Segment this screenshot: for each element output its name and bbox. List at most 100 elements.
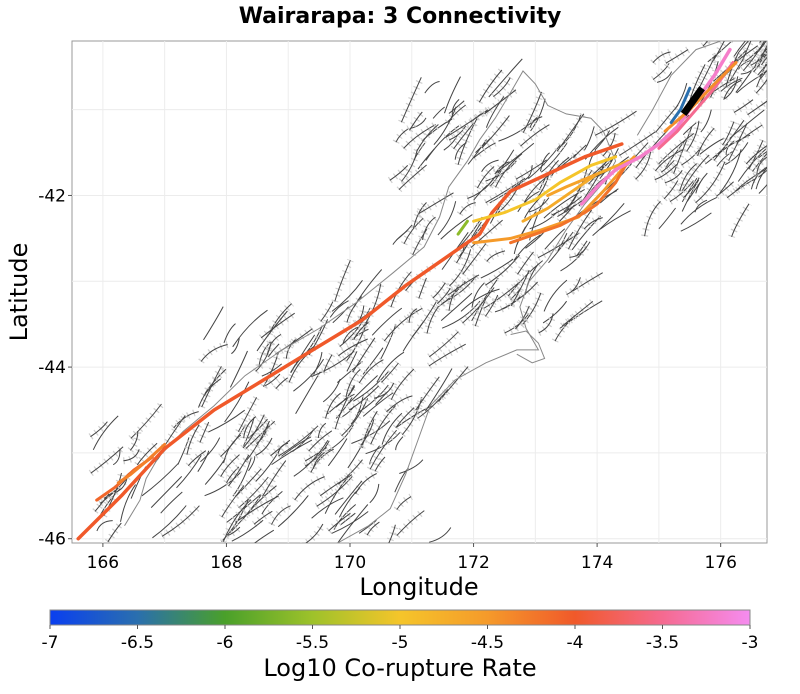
coastline-segment: [510, 330, 546, 364]
fault-trace: [351, 420, 391, 444]
fault-trace: [441, 300, 481, 329]
fault-trace: [374, 456, 386, 472]
fault-trace: [248, 456, 256, 472]
fault-trace: [594, 110, 637, 136]
fault-trace: [361, 410, 378, 449]
fault-trace: [665, 49, 689, 64]
fault-trace: [401, 396, 423, 436]
fault-trace: [594, 130, 611, 151]
target-fault-trace: [680, 86, 705, 116]
fault-trace: [369, 445, 380, 465]
fault-trace: [235, 495, 279, 523]
fault-trace: [186, 424, 200, 455]
fault-trace: [334, 260, 351, 302]
fault-trace: [481, 115, 510, 149]
fault-trace: [485, 177, 526, 204]
fault-trace: [498, 117, 538, 142]
fault-trace: [308, 430, 333, 452]
colorbar-tick-label: -5.5: [296, 633, 329, 653]
fault-trace: [176, 454, 202, 489]
fault-trace: [264, 373, 281, 387]
fault-trace: [437, 201, 457, 236]
colorbar-tick-label: -6: [217, 633, 234, 653]
fault-trace: [736, 73, 764, 94]
x-tick-label: 168: [210, 553, 242, 573]
fault-trace: [161, 505, 200, 537]
fault-trace: [540, 142, 568, 173]
fault-trace: [543, 188, 585, 219]
fault-trace: [471, 282, 485, 308]
fault-trace: [413, 142, 426, 161]
fault-trace: [681, 177, 698, 203]
fault-trace: [416, 124, 439, 152]
fault-trace: [550, 156, 570, 178]
fault-trace: [317, 422, 327, 439]
fault-trace: [360, 419, 375, 446]
fault-trace: [680, 212, 712, 232]
fault-trace: [388, 524, 396, 543]
fault-trace: [702, 41, 708, 47]
fault-trace: [728, 123, 748, 161]
fault-trace: [432, 282, 446, 299]
fault-trace: [409, 117, 427, 129]
fault-trace: [390, 368, 415, 400]
fault-trace: [460, 288, 500, 312]
fault-trace: [328, 512, 351, 532]
fault-trace: [271, 505, 291, 525]
fault-trace: [447, 104, 466, 123]
fault-trace: [203, 306, 224, 341]
fault-trace: [444, 76, 461, 114]
fault-trace: [226, 466, 240, 484]
fault-trace: [673, 127, 693, 174]
fault-trace: [760, 44, 767, 60]
fault-trace: [129, 431, 139, 451]
fault-trace: [383, 307, 423, 342]
fault-trace: [493, 77, 511, 98]
fault-trace: [335, 397, 353, 419]
fault-trace: [759, 70, 767, 76]
fault-trace: [112, 449, 121, 466]
fault-trace: [338, 487, 360, 518]
fault-trace: [542, 300, 568, 324]
fault-trace: [362, 392, 394, 417]
fault-trace: [208, 409, 246, 433]
fault-trace: [720, 77, 743, 92]
fault-trace: [697, 127, 715, 157]
fault-trace: [220, 454, 240, 477]
fault-trace: [538, 313, 554, 334]
fault-trace: [345, 319, 369, 363]
fault-trace: [400, 77, 422, 123]
fault-trace: [224, 381, 250, 423]
colorbar-tick-label: -3: [742, 633, 759, 653]
fault-trace: [331, 280, 363, 312]
fault-trace: [136, 442, 158, 466]
colorbar: [49, 609, 751, 626]
fault-trace: [358, 519, 377, 534]
colorbar-tick-label: -4.5: [471, 633, 504, 653]
fault-trace: [699, 138, 724, 155]
fault-trace: [761, 56, 767, 66]
fault-trace: [255, 437, 273, 456]
fault-trace: [96, 520, 113, 532]
fault-trace: [729, 109, 765, 139]
fault-trace: [221, 485, 245, 518]
fault-trace: [752, 152, 767, 172]
fault-trace: [200, 344, 228, 362]
fault-trace: [358, 359, 384, 384]
fault-trace: [569, 246, 587, 258]
fault-trace: [756, 62, 767, 88]
fault-trace: [275, 377, 288, 390]
fault-trace: [635, 151, 652, 180]
fault-trace: [517, 251, 534, 275]
fault-trace: [528, 197, 550, 213]
fault-trace: [305, 523, 324, 543]
fault-trace: [396, 496, 412, 510]
fault-trace: [342, 326, 359, 344]
colorbar-tick-label: -4: [567, 633, 584, 653]
fault-trace: [261, 491, 283, 515]
fault-trace: [267, 343, 280, 357]
fault-trace: [277, 442, 289, 455]
x-axis-label: Longitude: [359, 573, 478, 601]
fault-trace: [462, 243, 487, 275]
fault-trace: [238, 476, 269, 509]
